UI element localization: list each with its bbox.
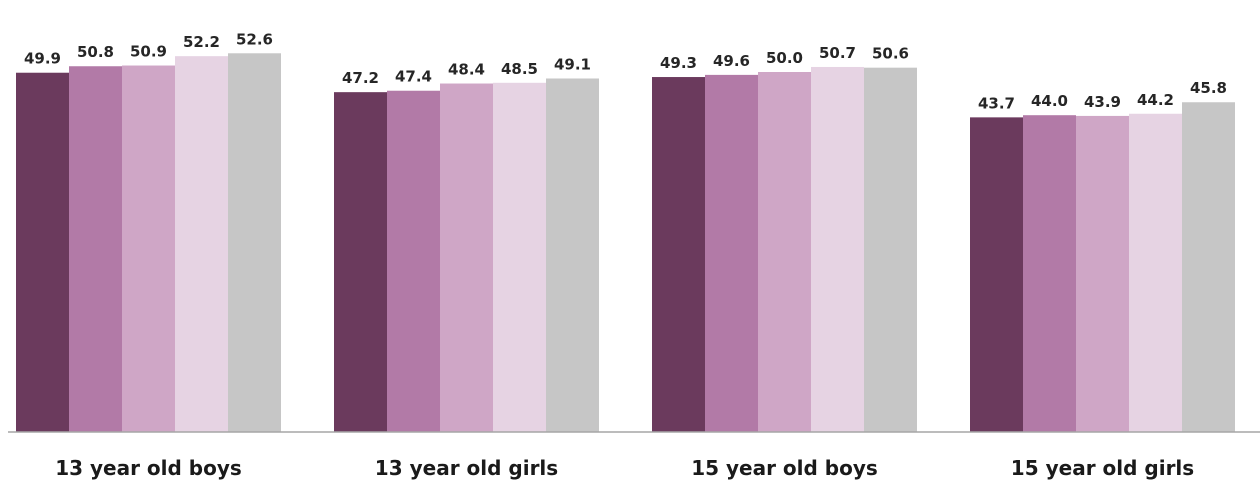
bar-3-4 (811, 66, 864, 433)
bar-1-5 (228, 53, 281, 432)
value-label-4-2: 44.0 (1031, 92, 1068, 110)
bar-1-2 (69, 66, 122, 433)
value-label-1-2: 50.8 (77, 43, 114, 61)
value-label-4-1: 43.7 (978, 94, 1015, 112)
category-labels-layer: 13 year old boys 13 year old girls 15 year… (55, 456, 1194, 480)
bars-layer (16, 53, 1235, 433)
bar-1-3 (122, 65, 175, 433)
bar-1-1 (16, 72, 69, 432)
bar-2-2 (387, 90, 440, 432)
category-label-3: 15 year old boys (691, 456, 878, 480)
value-label-1-1: 49.9 (24, 50, 61, 68)
bar-3-2 (705, 74, 758, 432)
bar-2-5 (546, 78, 599, 432)
bar-4-2 (1023, 115, 1076, 432)
value-label-2-2: 47.4 (395, 68, 432, 86)
value-label-1-3: 50.9 (130, 43, 167, 61)
bar-2-3 (440, 83, 493, 433)
value-label-2-3: 48.4 (448, 61, 485, 79)
bar-3-1 (652, 77, 705, 432)
bar-3-5 (864, 67, 917, 433)
bar-4-3 (1076, 115, 1129, 433)
value-label-2-1: 47.2 (342, 69, 379, 87)
value-label-3-4: 50.7 (819, 44, 856, 62)
category-label-2: 13 year old girls (375, 456, 558, 480)
value-label-2-4: 48.5 (501, 60, 538, 78)
value-label-2-5: 49.1 (554, 55, 591, 73)
value-labels-layer: 49.9 50.8 50.9 52.2 52.6 47.2 47.4 48.4 48.5 49.1… (24, 30, 1227, 112)
bar-2-1 (334, 92, 387, 432)
value-label-3-2: 49.6 (713, 52, 750, 70)
value-label-3-5: 50.6 (872, 45, 909, 63)
bar-4-4 (1129, 113, 1182, 432)
value-label-4-3: 43.9 (1084, 93, 1121, 111)
bar-2-4 (493, 82, 546, 433)
category-label-1: 13 year old boys (55, 456, 242, 480)
value-label-1-4: 52.2 (183, 33, 220, 51)
value-label-3-1: 49.3 (660, 54, 697, 72)
value-label-4-5: 45.8 (1190, 79, 1227, 97)
bar-1-4 (175, 56, 228, 432)
bar-3-3 (758, 72, 811, 432)
value-label-1-5: 52.6 (236, 30, 273, 48)
category-label-4: 15 year old girls (1011, 456, 1194, 480)
bar-4-1 (970, 117, 1023, 433)
value-label-3-3: 50.0 (766, 49, 803, 67)
value-label-4-4: 44.2 (1137, 91, 1174, 109)
bar-4-5 (1182, 102, 1235, 433)
